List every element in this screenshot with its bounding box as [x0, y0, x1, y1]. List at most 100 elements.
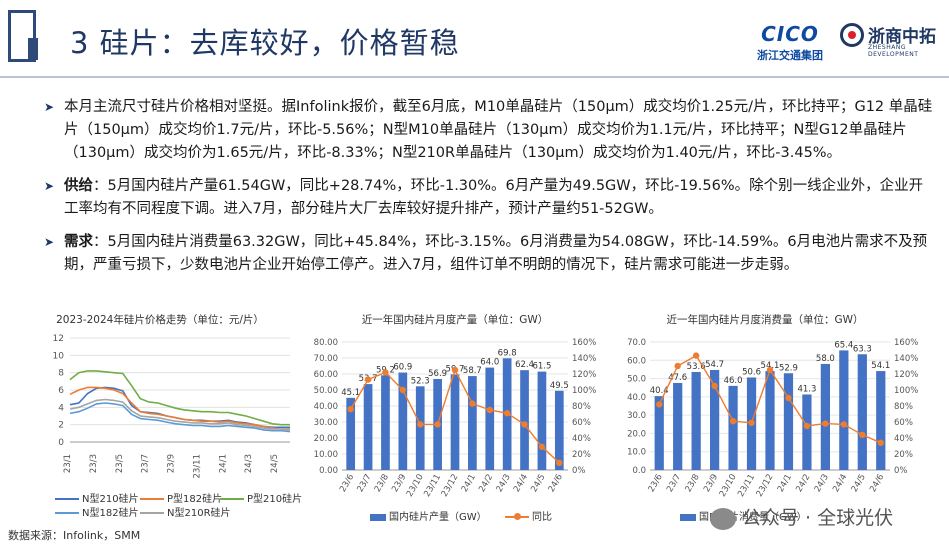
bar-data-label: 53.6 — [687, 362, 706, 372]
x-tick-label: 24/4 — [512, 473, 530, 495]
page-title: 3 硅片：去库较好，价格暂稳 — [70, 26, 460, 60]
x-tick-label: 23/1 — [63, 454, 73, 473]
bar — [839, 350, 849, 470]
bar-data-label: 50.6 — [742, 367, 761, 377]
y-tick-label: 0.0 — [632, 466, 646, 476]
x-tick-label: 23/5 — [115, 454, 125, 473]
bar-data-label: 49.5 — [550, 381, 569, 391]
yoy-point — [711, 382, 718, 390]
bar — [654, 396, 664, 470]
x-tick-label: 23/6 — [647, 473, 665, 495]
bar — [857, 354, 867, 470]
y-tick-label: 30.00 — [314, 418, 338, 428]
y-tick-label: 20.00 — [314, 434, 338, 444]
y-tick-label: 40.0 — [627, 393, 646, 403]
bar-data-label: 69.8 — [498, 348, 517, 358]
yoy-point — [692, 352, 700, 359]
legend-n210: N型210硅片 — [55, 490, 139, 505]
yoy-point — [521, 421, 528, 428]
y-tick-label: 6 — [58, 386, 64, 396]
y-tick-label: 60.00 — [314, 370, 338, 380]
legend-p210: P型210硅片 — [220, 490, 302, 505]
price-chart-title: 2023-2024年硅片价格走势（单位：元/片） — [56, 314, 264, 326]
consumption-chart-legend: 国内硅片消费量（GW） — [680, 508, 880, 524]
y-tick-label: 10.00 — [314, 450, 338, 460]
wechat-label: 公众号 · 全球光伏 — [742, 507, 894, 529]
yoy-point — [451, 366, 459, 374]
bar — [415, 386, 425, 470]
y-tick-label: 40.00 — [314, 402, 338, 412]
yoy-point — [729, 418, 737, 425]
y2-tick-label: 60% — [894, 418, 913, 428]
x-tick-label: 24/3 — [813, 473, 831, 495]
yoy-point — [417, 421, 424, 428]
series-line-4 — [69, 398, 291, 431]
x-tick-label: 23/6 — [338, 473, 356, 495]
bar — [381, 375, 390, 470]
bar-data-label: 62.4 — [515, 360, 534, 370]
yoy-point — [803, 422, 811, 430]
yoy-point — [347, 406, 354, 413]
legend-n210r-label: N型210R硅片 — [167, 508, 231, 519]
y-tick-label: 80.00 — [314, 338, 338, 348]
series-line-3 — [69, 402, 291, 433]
yoy-point — [364, 376, 372, 383]
x-tick-label: 24/4 — [831, 473, 849, 495]
y-tick-label: 0.00 — [319, 466, 338, 476]
yoy-point — [469, 400, 476, 407]
legend-n210r: N型210R硅片 — [140, 504, 231, 519]
bar — [783, 373, 794, 470]
bullet-price-text: 本月主流尺寸硅片价格相对坚挺。据Infolink报价，截至6月底，M10单晶硅片… — [64, 99, 933, 161]
zheshang-logo: 浙商中拓 ZHESHANG DEVELOPMENT — [840, 22, 945, 58]
x-tick-label: 24/3 — [244, 454, 254, 473]
y-tick-label: 10 — [53, 351, 65, 361]
bar-data-label: 58.0 — [816, 354, 835, 364]
y-tick-label: 50.00 — [314, 386, 338, 396]
yoy-point — [656, 401, 663, 408]
legend-n182-label: N型182硅片 — [82, 508, 139, 519]
x-tick-label: 24/3 — [495, 473, 513, 495]
x-tick-label: 23/9 — [702, 473, 720, 495]
x-tick-label: 24/1 — [218, 454, 228, 473]
yoy-point — [766, 366, 774, 374]
y-tick-label: 20.0 — [627, 429, 646, 439]
legend-production-swatch — [370, 513, 386, 521]
x-tick-label: 23/3 — [89, 454, 99, 473]
y2-tick-label: 120% — [894, 370, 918, 380]
cico-logo-en: CICO — [761, 22, 819, 46]
bar — [537, 371, 547, 470]
cico-logo: CICO 浙江交通集团 — [745, 22, 835, 63]
bar-data-label: 60.9 — [393, 363, 412, 373]
production-chart: 0.00 10.00 20.00 30.00 40.00 50.00 60.00 70.00 8… — [314, 338, 597, 499]
yoy-point — [503, 410, 511, 417]
y2-tick-label: 60% — [572, 418, 591, 428]
bar-data-label: 65.4 — [834, 340, 853, 350]
yoy-point — [859, 431, 866, 438]
bar-data-label: 56.9 — [428, 369, 447, 379]
y2-tick-label: 80% — [572, 402, 591, 412]
x-tick-label: 23/11 — [192, 454, 202, 479]
yoy-point — [538, 443, 546, 450]
bullet-price: ➤ 本月主流尺寸硅片价格相对坚挺。据Infolink报价，截至6月底，M10单晶… — [40, 96, 935, 165]
legend-n182: N型182硅片 — [55, 504, 139, 519]
x-tick-label: 24/2 — [794, 473, 812, 495]
legend-production-yoy-swatch — [505, 513, 529, 520]
legend-n210-label: N型210硅片 — [82, 494, 139, 505]
y-tick-label: 4 — [58, 403, 64, 413]
y2-tick-label: 80% — [894, 402, 913, 412]
yoy-point — [382, 369, 389, 376]
x-tick-label: 23/12 — [755, 473, 776, 499]
bar — [765, 371, 775, 470]
bar-data-label: 45.1 — [341, 388, 360, 398]
zheshang-logo-mark-icon — [840, 23, 864, 47]
title-decoration-accent — [28, 38, 38, 60]
bullet-list: ➤ 本月主流尺寸硅片价格相对坚挺。据Infolink报价，截至6月底，M10单晶… — [40, 96, 935, 287]
yoy-point — [399, 386, 407, 394]
y-tick-label: 8 — [58, 369, 64, 379]
legend-production-yoy-label: 同比 — [532, 512, 552, 523]
x-tick-label: 24/2 — [477, 473, 495, 495]
legend-n210r-swatch — [140, 512, 164, 514]
bar — [485, 367, 495, 470]
yoy-point — [785, 394, 792, 402]
bar-data-label: 40.4 — [650, 386, 669, 396]
